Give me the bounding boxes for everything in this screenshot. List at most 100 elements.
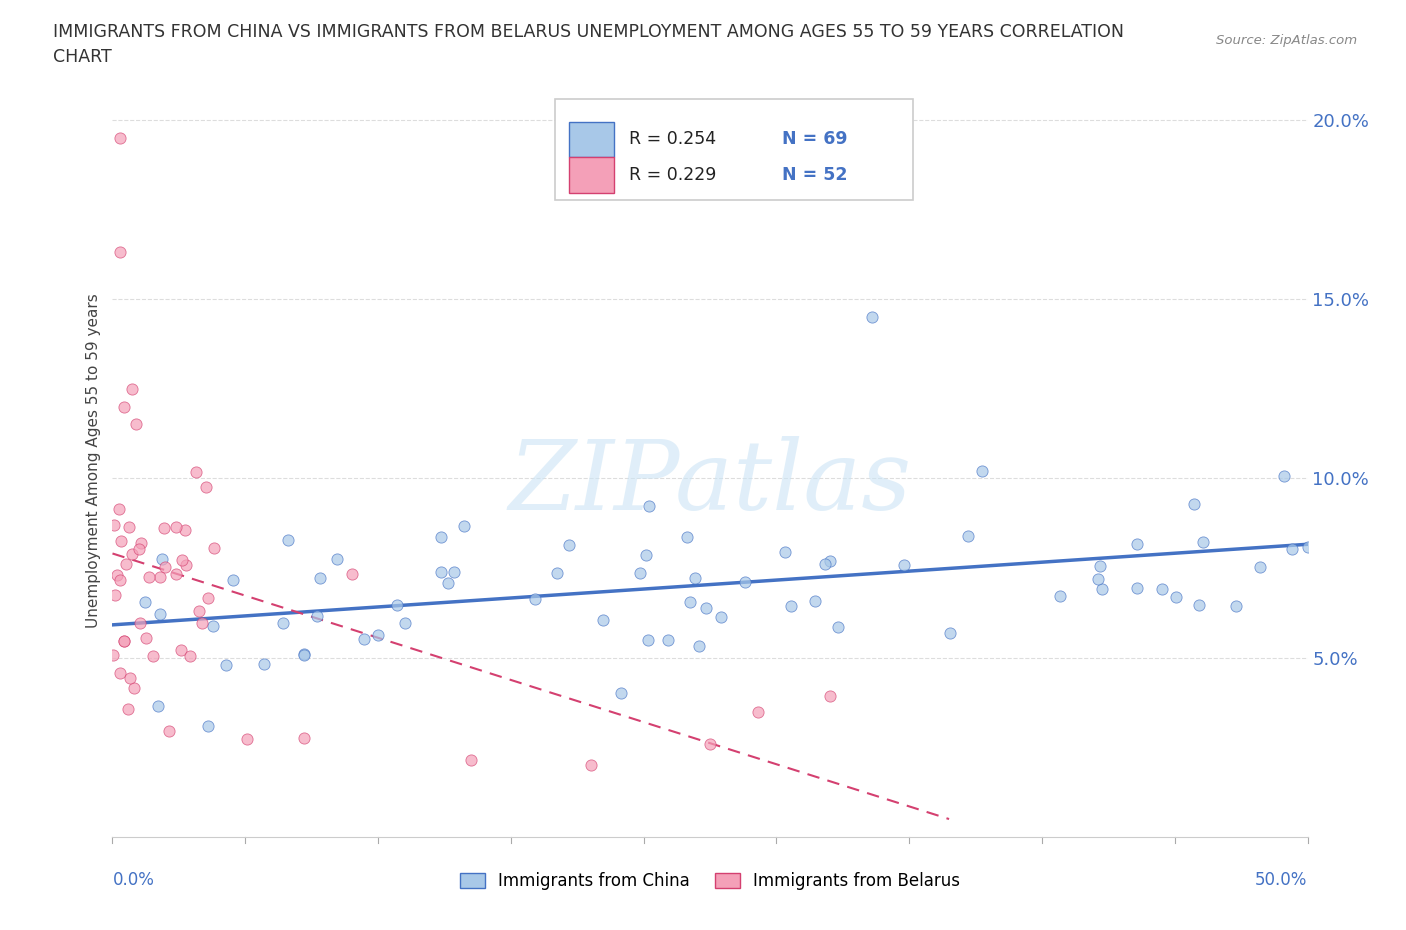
Point — [893, 557, 915, 572]
Point — [818, 689, 841, 704]
Text: 0.0%: 0.0% — [112, 870, 155, 889]
Point — [804, 593, 827, 608]
FancyBboxPatch shape — [569, 122, 614, 157]
FancyBboxPatch shape — [554, 99, 914, 201]
Point — [107, 501, 129, 516]
Point — [195, 480, 218, 495]
Point — [103, 517, 125, 532]
Point — [197, 591, 219, 605]
Point — [117, 702, 139, 717]
Point — [1272, 469, 1295, 484]
FancyBboxPatch shape — [569, 157, 614, 193]
Point — [429, 529, 451, 544]
Point — [1090, 558, 1112, 573]
Point — [779, 598, 801, 613]
Point — [1192, 534, 1215, 549]
Point — [157, 724, 180, 738]
Point — [148, 698, 170, 713]
Point — [814, 556, 837, 571]
Point — [309, 570, 332, 585]
Point — [105, 567, 128, 582]
Point — [827, 620, 849, 635]
Point — [634, 547, 657, 562]
Point — [628, 565, 651, 580]
Point — [558, 538, 581, 552]
Text: ZIPatlas: ZIPatlas — [509, 436, 911, 530]
Point — [172, 553, 194, 568]
Point — [1087, 571, 1109, 586]
Point — [1091, 582, 1114, 597]
Point — [775, 545, 797, 560]
Point — [138, 569, 160, 584]
Point — [1166, 590, 1188, 604]
Point — [972, 464, 994, 479]
Point — [292, 646, 315, 661]
Point — [103, 648, 125, 663]
Point — [443, 565, 465, 579]
Point — [129, 536, 152, 551]
Point — [367, 627, 389, 642]
Point — [134, 594, 156, 609]
Point — [734, 574, 756, 589]
Point — [453, 518, 475, 533]
Point — [277, 533, 299, 548]
Point — [387, 598, 409, 613]
Point — [429, 565, 451, 579]
Point — [638, 498, 661, 513]
Point — [117, 520, 139, 535]
Point — [104, 588, 127, 603]
Point — [165, 519, 187, 534]
Point — [191, 616, 214, 631]
Y-axis label: Unemployment Among Ages 55 to 59 years: Unemployment Among Ages 55 to 59 years — [86, 293, 101, 628]
Point — [110, 533, 132, 548]
Point — [149, 606, 172, 621]
Point — [1049, 588, 1071, 603]
Point — [683, 570, 706, 585]
Point — [437, 576, 460, 591]
Point — [305, 608, 328, 623]
Point — [610, 685, 633, 700]
Point — [579, 758, 602, 773]
Point — [153, 520, 176, 535]
Point — [546, 565, 568, 580]
Point — [222, 572, 245, 587]
Point — [710, 610, 733, 625]
Point — [340, 566, 363, 581]
Text: R = 0.229: R = 0.229 — [628, 166, 716, 184]
Point — [112, 634, 135, 649]
Point — [394, 615, 416, 630]
Point — [353, 632, 375, 647]
Point — [688, 639, 710, 654]
Point — [197, 719, 219, 734]
Text: IMMIGRANTS FROM CHINA VS IMMIGRANTS FROM BELARUS UNEMPLOYMENT AMONG AGES 55 TO 5: IMMIGRANTS FROM CHINA VS IMMIGRANTS FROM… — [53, 23, 1125, 41]
Point — [108, 573, 131, 588]
Point — [169, 642, 191, 657]
Point — [179, 648, 201, 663]
Point — [108, 130, 131, 145]
Point — [592, 613, 614, 628]
Point — [292, 647, 315, 662]
Point — [699, 737, 721, 751]
Point — [135, 631, 157, 646]
Point — [271, 616, 294, 631]
Point — [155, 560, 177, 575]
Text: N = 52: N = 52 — [782, 166, 848, 184]
Point — [292, 730, 315, 745]
Point — [186, 464, 208, 479]
Point — [173, 523, 195, 538]
Point — [128, 541, 150, 556]
Point — [108, 666, 131, 681]
Legend: Immigrants from China, Immigrants from Belarus: Immigrants from China, Immigrants from B… — [453, 865, 967, 897]
Point — [818, 553, 841, 568]
Point — [215, 658, 238, 672]
Point — [938, 626, 960, 641]
Point — [150, 552, 173, 567]
Text: 50.0%: 50.0% — [1256, 870, 1308, 889]
Point — [637, 632, 659, 647]
Point — [149, 570, 172, 585]
Point — [460, 752, 482, 767]
Point — [1188, 597, 1211, 612]
Point — [747, 704, 769, 719]
Point — [121, 381, 143, 396]
Point — [1296, 539, 1319, 554]
